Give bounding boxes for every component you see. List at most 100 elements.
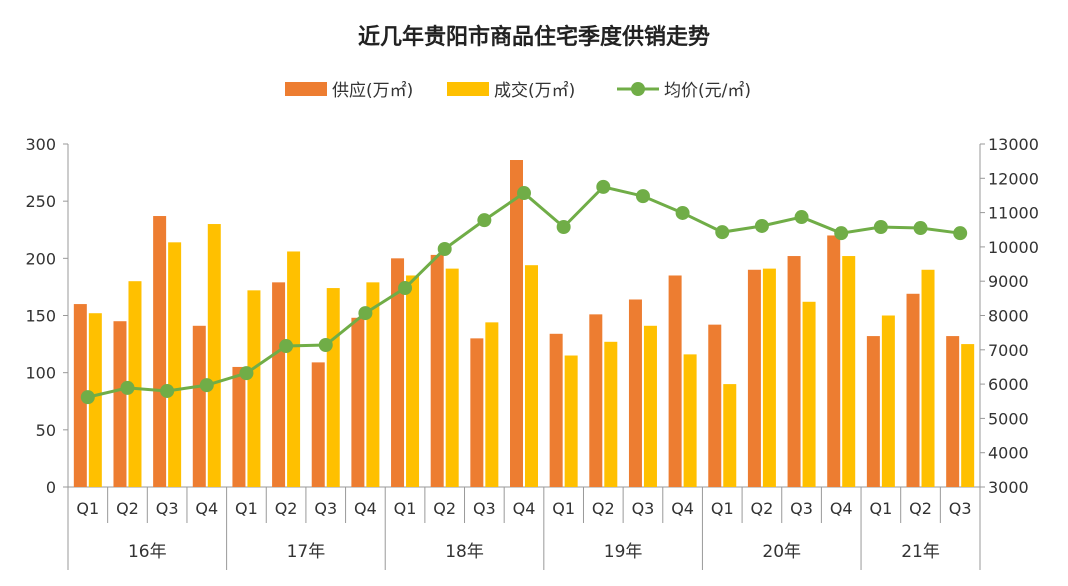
price-point	[754, 218, 769, 233]
price-point	[199, 378, 214, 393]
tick-label-left: 250	[25, 192, 56, 211]
group-label: 16年	[128, 542, 167, 562]
tick-label-right: 6000	[988, 375, 1029, 394]
price-point	[160, 383, 175, 398]
price-point	[398, 281, 413, 296]
bar-deal	[921, 269, 935, 487]
bar-deal	[88, 313, 102, 487]
bar-deal	[683, 354, 697, 487]
price-point	[517, 186, 531, 201]
price-point	[794, 210, 809, 225]
price-point	[913, 221, 928, 236]
tick-label-right: 9000	[988, 272, 1029, 291]
price-point	[437, 241, 452, 256]
category-label: Q3	[632, 499, 655, 518]
bar-deal	[366, 282, 380, 487]
bar-supply	[549, 333, 563, 487]
legend-marker	[631, 82, 645, 96]
tick-label-left: 50	[36, 421, 56, 440]
group-label: 18年	[445, 542, 484, 562]
category-label: Q3	[156, 499, 179, 518]
bar-supply	[351, 317, 365, 487]
bar-supply	[708, 324, 722, 487]
bar-supply	[232, 366, 246, 487]
legend-label: 成交(万㎡)	[494, 81, 575, 101]
bar-deal	[723, 384, 737, 487]
category-label: Q4	[354, 499, 377, 518]
category-label: Q4	[513, 499, 536, 518]
bar-deal	[326, 288, 340, 487]
category-label: Q2	[909, 499, 932, 518]
tick-label-right: 13000	[988, 135, 1039, 154]
bar-deal	[406, 275, 420, 487]
category-label: Q2	[116, 499, 139, 518]
price-point	[318, 337, 333, 352]
bar-supply	[192, 325, 206, 487]
bar-supply	[628, 299, 642, 487]
price-point	[80, 390, 95, 405]
tick-label-left: 150	[25, 307, 56, 326]
bar-supply	[391, 258, 405, 487]
legend-swatch	[285, 82, 327, 96]
chart-title: 近几年贵阳市商品住宅季度供销走势	[358, 24, 710, 50]
category-label: Q2	[751, 499, 774, 518]
bar-supply	[668, 275, 682, 487]
price-point	[596, 179, 611, 194]
price-point	[239, 366, 254, 381]
category-label: Q3	[473, 499, 496, 518]
bar-deal	[842, 256, 856, 487]
tick-label-left: 300	[25, 135, 56, 154]
bar-deal	[445, 268, 459, 487]
category-label: Q1	[394, 499, 417, 518]
bar-supply	[73, 304, 87, 487]
bar-deal	[881, 315, 895, 487]
category-label: Q3	[949, 499, 972, 518]
price-point	[715, 225, 730, 240]
bar-deal	[287, 251, 301, 487]
price-point	[477, 213, 492, 228]
group-label: 20年	[762, 542, 801, 562]
category-label: Q2	[275, 499, 298, 518]
bar-deal	[643, 325, 657, 487]
bar-supply	[906, 293, 920, 487]
bar-deal	[604, 341, 618, 487]
price-point	[675, 205, 690, 220]
bar-supply	[311, 362, 325, 487]
tick-label-right: 5000	[988, 409, 1029, 428]
tick-label-right: 12000	[988, 169, 1039, 188]
bar-deal	[564, 355, 578, 487]
price-point	[358, 306, 373, 321]
tick-label-right: 7000	[988, 341, 1029, 360]
bar-deal	[802, 301, 816, 487]
category-label: Q2	[592, 499, 615, 518]
price-point	[279, 339, 294, 354]
bar-deal	[762, 268, 776, 487]
bar-supply	[866, 336, 880, 487]
tick-label-left: 100	[25, 364, 56, 383]
category-label: Q4	[195, 499, 218, 518]
category-label: Q3	[790, 499, 813, 518]
bar-supply	[787, 256, 801, 487]
bar-supply	[510, 160, 523, 488]
tick-label-right: 8000	[988, 307, 1029, 326]
price-point	[556, 220, 571, 235]
category-label: Q1	[711, 499, 734, 518]
bar-supply	[589, 314, 603, 487]
tick-label-right: 10000	[988, 238, 1039, 257]
price-point	[635, 189, 650, 204]
bar-deal	[961, 344, 975, 487]
price-point	[834, 226, 849, 241]
bar-supply	[430, 254, 444, 487]
group-label: 19年	[604, 542, 643, 562]
category-label: Q1	[869, 499, 892, 518]
tick-label-left: 200	[25, 249, 56, 268]
bar-supply	[113, 321, 127, 487]
bar-deal	[525, 265, 538, 487]
bar-deal	[168, 242, 182, 487]
category-label: Q1	[235, 499, 258, 518]
category-label: Q4	[830, 499, 853, 518]
legend-swatch	[447, 82, 489, 96]
bar-deal	[247, 290, 261, 487]
legend: 供应(万㎡) 成交(万㎡) 均价(元/㎡)	[285, 81, 751, 101]
